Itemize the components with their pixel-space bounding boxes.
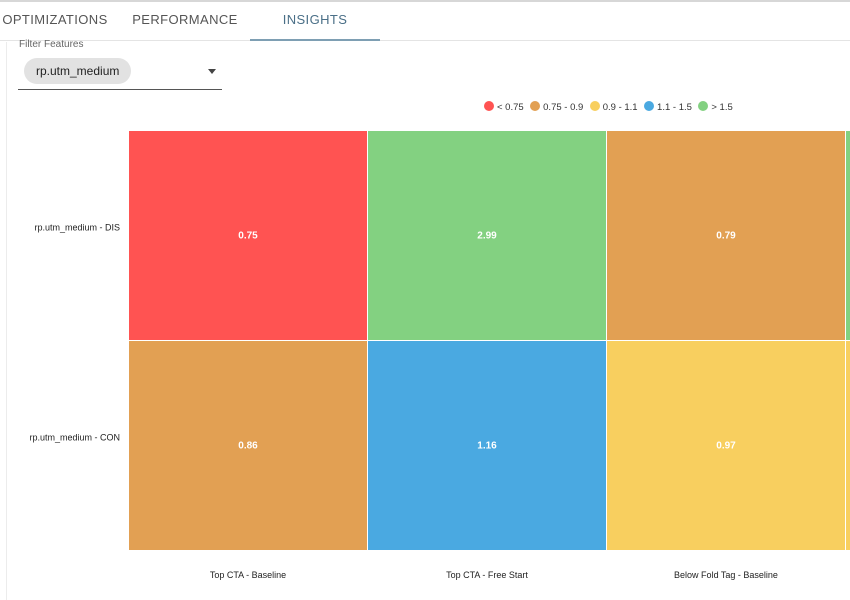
legend-label: 0.9 - 1.1 [602, 102, 638, 113]
heatmap-cell[interactable] [368, 131, 606, 340]
row-label: rp.utm_medium - DIS [34, 223, 120, 233]
heatmap-cell-partial [846, 341, 850, 550]
legend-dot-icon [530, 101, 541, 111]
heatmap-cell[interactable] [607, 131, 845, 340]
legend-label: 1.1 - 1.5 [657, 102, 692, 113]
cell-value-label: 2.99 [477, 231, 497, 242]
cell-value-label: 0.75 [238, 231, 258, 242]
heatmap-cell[interactable] [129, 131, 367, 340]
active-tab-indicator [250, 39, 380, 41]
chevron-down-icon[interactable] [208, 69, 216, 74]
heatmap-cell[interactable] [129, 341, 367, 550]
cell-value-label: 0.97 [716, 441, 736, 452]
legend-dot-icon [589, 101, 600, 111]
legend-item-09-11[interactable]: 0.9 - 1.1 [589, 101, 638, 113]
column-label: Top CTA - Free Start [446, 570, 528, 580]
column-label: Top CTA - Baseline [210, 570, 286, 580]
tab-optimizations[interactable]: OPTIMIZATIONS [2, 12, 108, 27]
filter-features-label: Filter Features [19, 39, 84, 50]
cell-value-label: 0.86 [238, 441, 258, 452]
column-label: Below Fold Tag - Baseline [674, 570, 778, 580]
legend-item-lt-075[interactable]: < 0.75 [484, 101, 524, 113]
heatmap-cell[interactable] [368, 341, 606, 550]
legend-dot-icon [484, 101, 494, 111]
left-divider [6, 42, 7, 600]
legend-label: 0.75 - 0.9 [543, 102, 584, 113]
heatmap-legend: < 0.75 0.75 - 0.9 0.9 - 1.1 1.1 - 1.5 > … [484, 97, 735, 113]
legend-label: > 1.5 [711, 102, 733, 113]
tab-performance[interactable]: PERFORMANCE [132, 12, 238, 27]
legend-dot-icon [644, 101, 655, 111]
cell-value-label: 0.79 [716, 231, 736, 242]
row-label: rp.utm_medium - CON [29, 433, 120, 443]
legend-label: < 0.75 [497, 102, 524, 113]
tab-insights[interactable]: INSIGHTS [282, 12, 348, 27]
heatmap-cell-partial [846, 131, 850, 340]
legend-dot-icon [698, 101, 709, 111]
legend-item-075-09[interactable]: 0.75 - 0.9 [530, 101, 583, 113]
top-border [0, 0, 850, 2]
tab-bar: OPTIMIZATIONS PERFORMANCE INSIGHTS [0, 2, 850, 41]
legend-item-gt-15[interactable]: > 1.5 [698, 101, 733, 113]
legend-item-11-15[interactable]: 1.1 - 1.5 [644, 101, 692, 113]
heatmap-cell[interactable] [607, 341, 845, 550]
filter-features-select[interactable]: rp.utm_medium [18, 56, 222, 90]
cell-value-label: 1.16 [477, 441, 497, 452]
selected-feature-chip[interactable]: rp.utm_medium [24, 58, 132, 84]
